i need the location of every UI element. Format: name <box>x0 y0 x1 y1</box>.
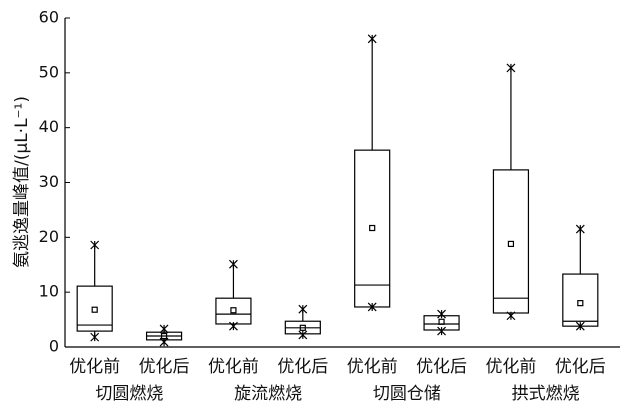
extreme-min <box>229 321 238 331</box>
mean <box>577 300 584 307</box>
extreme-max <box>229 259 238 269</box>
extreme-max <box>575 224 585 234</box>
x-tick-label: 优化前 <box>485 357 536 377</box>
mean <box>299 324 306 331</box>
extreme-max <box>90 240 100 250</box>
extreme-max <box>367 34 377 44</box>
x-tick-label: 优化后 <box>416 357 467 377</box>
y-tick-label: 20 <box>39 227 59 246</box>
extreme-min <box>298 330 308 340</box>
extreme-min <box>575 321 585 331</box>
box <box>354 149 391 308</box>
extreme-min <box>90 332 100 342</box>
box <box>215 297 252 325</box>
group-label: 旋流燃烧 <box>234 384 302 404</box>
x-tick-label: 优化前 <box>208 357 259 377</box>
y-tick-label: 40 <box>39 117 59 136</box>
extreme-max <box>298 304 308 314</box>
mean <box>438 318 445 325</box>
extreme-max <box>506 63 516 73</box>
extreme-max <box>159 324 169 334</box>
y-axis-label: 氨逃逸量峰值/(μL·L⁻¹) <box>12 96 32 268</box>
group-label: 切圆燃烧 <box>95 384 163 404</box>
y-tick-label: 50 <box>39 62 59 81</box>
x-tick-label: 优化前 <box>347 357 398 377</box>
y-tick-label: 30 <box>39 172 59 191</box>
group-label: 拱式燃烧 <box>512 384 580 404</box>
x-tick-label: 优化后 <box>555 357 606 377</box>
box <box>76 285 113 332</box>
mean <box>507 240 515 248</box>
x-tick-label: 优化后 <box>277 357 328 377</box>
extreme-max <box>437 309 446 319</box>
y-tick-label: 60 <box>39 8 59 27</box>
extreme-min <box>159 337 169 347</box>
y-tick-label: 0 <box>49 337 59 356</box>
y-tick-label: 10 <box>39 282 59 301</box>
group-label: 切圆仓储 <box>373 384 441 404</box>
mean <box>369 224 376 232</box>
extreme-min <box>506 311 516 321</box>
extreme-min <box>437 326 446 336</box>
extreme-min <box>367 302 377 312</box>
mean <box>91 306 98 313</box>
mean <box>230 307 237 314</box>
x-tick-label: 优化前 <box>69 357 120 377</box>
x-tick-label: 优化后 <box>139 357 190 377</box>
